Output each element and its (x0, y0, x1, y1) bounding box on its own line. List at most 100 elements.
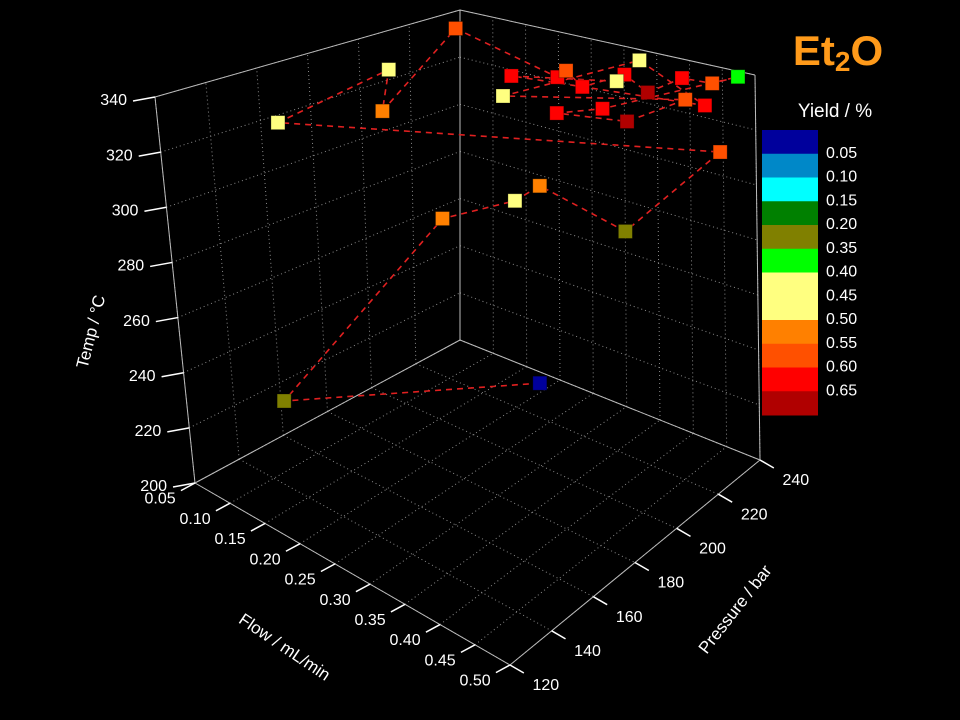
data-point (595, 101, 610, 117)
grid-line (183, 245, 461, 374)
y-tick (551, 630, 566, 640)
z-tick (144, 206, 167, 213)
grid-line (369, 406, 627, 585)
data-point (495, 88, 511, 104)
x-tick-label: 0.50 (459, 673, 490, 690)
colorbar-swatch (762, 130, 818, 155)
colorbar-swatch (762, 320, 818, 345)
grid-line (492, 17, 494, 354)
data-point (507, 193, 523, 209)
x-tick-label: 0.15 (214, 531, 245, 548)
data-point (558, 63, 574, 79)
colorbar-tick-label: 0.35 (826, 240, 857, 257)
data-point (609, 73, 625, 89)
colorbar-swatch (762, 391, 818, 416)
z-tick-label: 220 (135, 423, 162, 440)
x-tick (425, 623, 441, 633)
colorbar-tick-label: 0.05 (826, 145, 857, 162)
y-tick-label: 140 (574, 643, 601, 660)
data-point (712, 144, 728, 160)
colorbar-swatch (762, 201, 818, 226)
axis-edge (194, 482, 511, 666)
x-tick (320, 563, 336, 573)
grid-line (459, 56, 756, 131)
z-tick (161, 371, 184, 378)
data-point (704, 75, 720, 91)
connector-line (274, 27, 739, 402)
data-point (276, 393, 292, 409)
x-tick (355, 583, 371, 593)
x-tick (285, 543, 301, 552)
colorbar-tick-label: 0.60 (826, 359, 857, 376)
grid-line (415, 363, 719, 495)
colorbar-swatch (762, 177, 818, 202)
z-tick-label: 320 (106, 147, 133, 164)
x-tick (250, 522, 266, 532)
data-point (574, 79, 590, 95)
x-tick-label: 0.20 (249, 551, 280, 568)
data-point (532, 178, 548, 194)
x-tick-label: 0.05 (144, 491, 175, 508)
y-tick-label: 160 (616, 609, 643, 626)
x-tick-label: 0.45 (424, 652, 455, 669)
x-tick-label: 0.10 (179, 511, 210, 528)
y-tick-label: 220 (741, 506, 768, 523)
data-point (503, 68, 519, 84)
data-point (617, 224, 633, 239)
data-point (677, 92, 693, 108)
data-point (435, 211, 450, 226)
data-point (640, 85, 656, 100)
colorbar-swatch (762, 343, 818, 368)
title-part: O (850, 27, 883, 74)
y-tick-label: 120 (533, 677, 560, 694)
data-point (375, 103, 390, 119)
colorbar-tick-label: 0.40 (826, 264, 857, 281)
z-tick (155, 316, 178, 323)
x-tick (215, 502, 231, 512)
colorbar-tick-label: 0.20 (826, 216, 857, 233)
z-tick (167, 427, 190, 433)
grid-line (408, 24, 417, 364)
grid-line (189, 292, 461, 429)
data-point (270, 115, 286, 131)
data-point (697, 98, 713, 113)
y-tick-label: 240 (783, 472, 810, 489)
z-tick-label: 340 (100, 92, 127, 109)
x-tick (495, 664, 511, 674)
axis-edge (154, 9, 461, 98)
colorbar-swatch (762, 272, 818, 297)
axis-edge (154, 96, 196, 484)
colorbar-swatch (762, 296, 818, 321)
z-tick (172, 482, 196, 488)
data-point (549, 105, 565, 121)
z-tick-label: 280 (117, 258, 144, 275)
x-tick-label: 0.40 (389, 632, 420, 649)
grid-line (299, 379, 561, 545)
grid-line (256, 67, 284, 436)
grid-line (459, 103, 757, 186)
grid-line (459, 198, 759, 296)
data-point (730, 69, 746, 85)
z-tick (138, 151, 161, 157)
x-tick (390, 603, 406, 613)
x-tick (180, 482, 196, 492)
z-tick (132, 96, 156, 102)
colorbar-swatch (762, 225, 818, 250)
data-point (532, 375, 548, 391)
chart-title: Et2O (793, 27, 883, 77)
axis-edge (754, 74, 761, 461)
y-tick (509, 664, 525, 674)
axis-edge (459, 339, 761, 461)
grid-line (459, 245, 759, 351)
data-point (448, 21, 464, 36)
colorbar-tick-label: 0.15 (826, 192, 857, 209)
x-tick-label: 0.25 (284, 572, 315, 589)
y-tick-label: 200 (699, 541, 726, 558)
data-point (619, 114, 635, 129)
z-tick-label: 200 (140, 478, 167, 495)
z-tick-label: 300 (112, 203, 139, 220)
y-tick-label: 180 (658, 575, 685, 592)
z-tick-label: 240 (129, 368, 156, 385)
z-tick (150, 261, 173, 268)
